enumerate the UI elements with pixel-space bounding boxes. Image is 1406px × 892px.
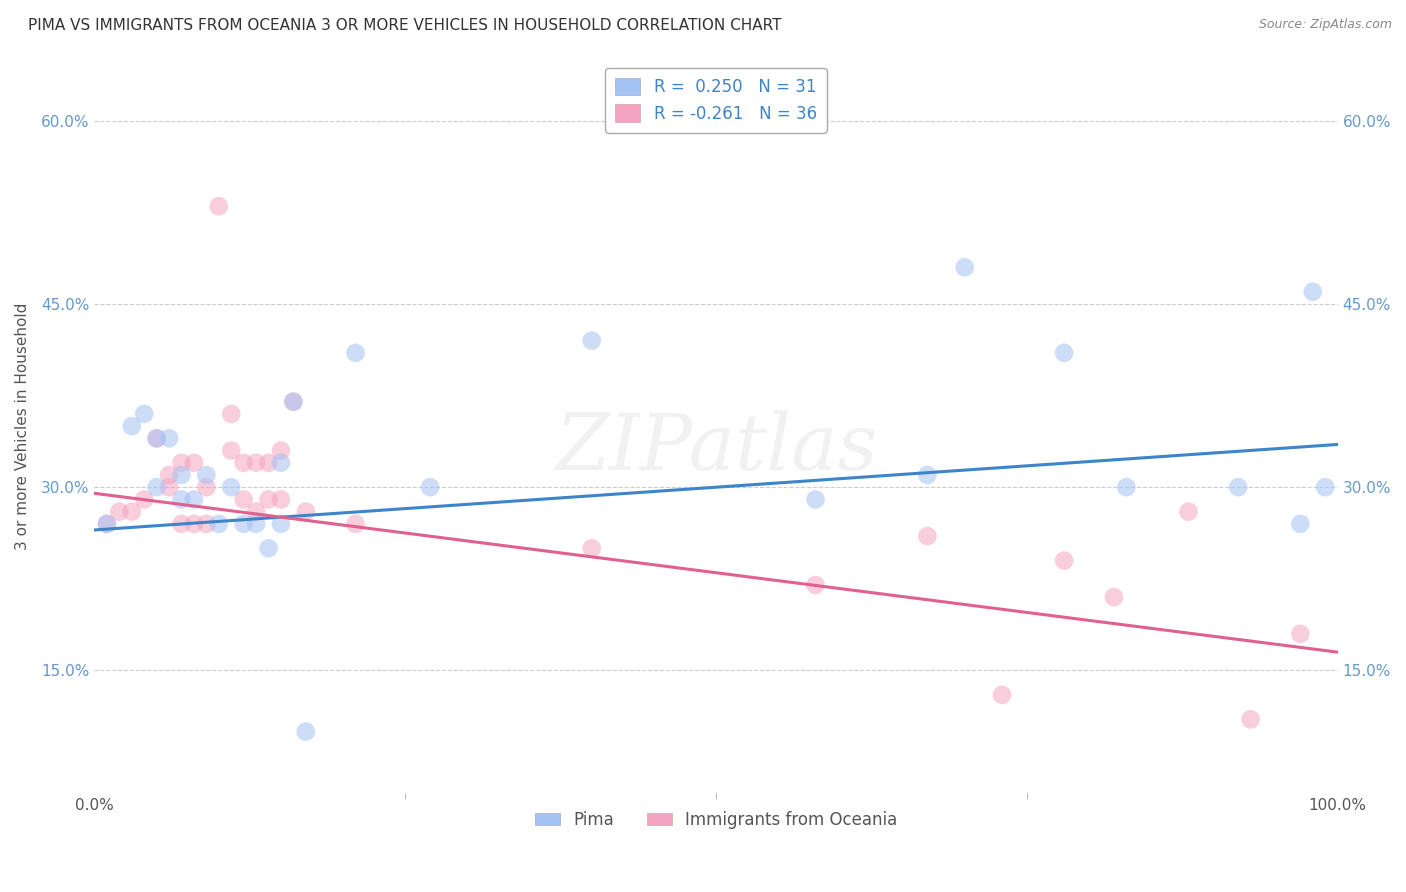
Point [1302, 285, 1324, 299]
Point [1227, 480, 1250, 494]
Point [257, 541, 280, 556]
Point [257, 492, 280, 507]
Point [108, 505, 131, 519]
Point [170, 456, 193, 470]
Point [991, 688, 1014, 702]
Point [1239, 712, 1261, 726]
Point [917, 468, 939, 483]
Point [1115, 480, 1137, 494]
Point [283, 394, 305, 409]
Point [1102, 590, 1125, 604]
Point [219, 480, 242, 494]
Text: ZIPatlas: ZIPatlas [555, 410, 877, 486]
Point [134, 407, 156, 421]
Point [344, 516, 367, 531]
Point [1053, 553, 1076, 567]
Point [270, 492, 292, 507]
Point [245, 505, 267, 519]
Point [145, 431, 167, 445]
Point [245, 456, 267, 470]
Point [804, 492, 827, 507]
Point [245, 516, 267, 531]
Text: PIMA VS IMMIGRANTS FROM OCEANIA 3 OR MORE VEHICLES IN HOUSEHOLD CORRELATION CHAR: PIMA VS IMMIGRANTS FROM OCEANIA 3 OR MOR… [28, 18, 782, 33]
Point [270, 456, 292, 470]
Point [232, 516, 254, 531]
Text: Source: ZipAtlas.com: Source: ZipAtlas.com [1258, 18, 1392, 31]
Point [270, 516, 292, 531]
Point [270, 443, 292, 458]
Point [232, 456, 254, 470]
Point [134, 492, 156, 507]
Point [804, 578, 827, 592]
Point [208, 199, 231, 213]
Legend: Pima, Immigrants from Oceania: Pima, Immigrants from Oceania [527, 805, 904, 836]
Point [1289, 627, 1312, 641]
Point [183, 516, 205, 531]
Point [145, 431, 167, 445]
Point [295, 724, 318, 739]
Point [419, 480, 441, 494]
Point [1177, 505, 1199, 519]
Point [121, 419, 143, 434]
Point [195, 468, 218, 483]
Point [157, 480, 180, 494]
Point [170, 516, 193, 531]
Point [581, 334, 603, 348]
Point [1315, 480, 1337, 494]
Point [195, 516, 218, 531]
Point [183, 492, 205, 507]
Point [96, 516, 118, 531]
Point [1289, 516, 1312, 531]
Point [121, 505, 143, 519]
Point [257, 456, 280, 470]
Point [1053, 346, 1076, 360]
Point [219, 407, 242, 421]
Point [581, 541, 603, 556]
Point [283, 394, 305, 409]
Point [145, 480, 167, 494]
Point [170, 492, 193, 507]
Point [157, 431, 180, 445]
Point [183, 456, 205, 470]
Y-axis label: 3 or more Vehicles in Household: 3 or more Vehicles in Household [15, 302, 30, 549]
Point [96, 516, 118, 531]
Point [344, 346, 367, 360]
Point [917, 529, 939, 543]
Point [295, 505, 318, 519]
Point [232, 492, 254, 507]
Point [208, 516, 231, 531]
Point [219, 443, 242, 458]
Point [195, 480, 218, 494]
Point [157, 468, 180, 483]
Point [953, 260, 976, 275]
Point [170, 468, 193, 483]
